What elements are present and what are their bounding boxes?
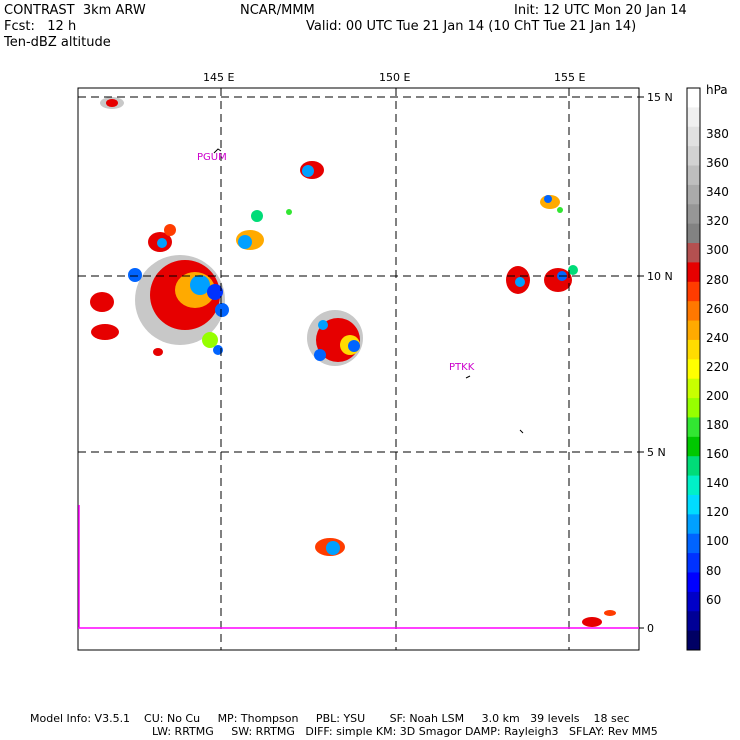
colorbar-swatch [687,262,700,283]
colorbar-label: 260 [706,301,729,316]
colorbar-swatch [687,339,700,360]
right-ticks [639,96,644,629]
colorbar-swatch [687,165,700,186]
colorbar-label: 380 [706,127,729,141]
colorbar-label: 180 [706,418,729,432]
colorbar-label: 340 [706,185,729,200]
colorbar-swatch [687,243,700,263]
colorbar-swatch [687,611,700,632]
colorbar-swatch [687,126,700,147]
colorbar-swatch [687,398,700,418]
colorbar-label: 80 [706,563,722,578]
institution: NCAR/MMM [240,3,315,18]
model-info: Model Info: V3.5.1 CU: No Cu MP: Thompso… [30,712,630,725]
colorbar-swatch [687,475,700,496]
colorbar-swatch [687,378,700,399]
colorbar-swatch [687,553,700,573]
field-name: Ten-dBZ altitude [4,35,111,50]
forecast-hour: Fcst: 12 h [4,19,77,34]
colorbar-label: 100 [706,534,729,549]
island-outline-chuuk [465,375,471,379]
colorbar-swatch [687,146,700,167]
colorbar-swatch [687,223,700,244]
lon-label-145: 145 E [203,71,235,84]
colorbar-frame [686,87,701,651]
colorbar-unit: hPa [706,83,728,97]
lon-label-155: 155 E [554,71,586,84]
colorbar-swatch [687,591,700,612]
colorbar-label: 200 [706,388,729,403]
lat-label-15: 15 N [647,91,673,104]
colorbar-label: 320 [706,214,729,229]
init-time: Init: 12 UTC Mon 20 Jan 14 [514,3,687,18]
colorbar-label: 220 [706,359,729,374]
map-frame [77,87,640,651]
colorbar-swatch [687,320,700,341]
station-ptkk: PTKK [449,362,475,373]
colorbar-swatch [687,456,700,477]
colorbar-label: 240 [706,330,729,345]
colorbar-swatch [687,417,700,438]
colorbar-label: 300 [706,243,729,258]
echo-cells [90,97,616,627]
colorbar-label: 140 [706,476,729,491]
colorbar-swatch [687,88,700,108]
physics-info: LW: RRTMG SW: RRTMG DIFF: simple KM: 3D … [152,725,658,738]
colorbar-label: 60 [706,592,722,607]
colorbar-label: 120 [706,505,729,520]
colorbar-swatch [687,184,700,205]
model-name: CONTRAST 3km ARW [4,3,146,18]
colorbar-swatch [687,107,700,128]
colorbar-swatch [687,359,700,380]
colorbar-label: 280 [706,272,729,287]
graticule [78,88,639,650]
lat-label-0: 0 [647,622,654,635]
valid-time: Valid: 00 UTC Tue 21 Jan 14 (10 ChT Tue … [306,19,637,34]
island-outline-guam [213,148,222,154]
colorbar-swatch [687,572,700,593]
colorbar-label: 360 [706,156,729,171]
colorbar-swatch [687,301,700,322]
colorbar-swatch [687,436,700,457]
colorbar-swatch [687,514,700,535]
island-outline-small [519,429,524,434]
colorbar-swatch [687,533,700,554]
colorbar-swatch [687,630,700,651]
lat-label-10: 10 N [647,270,673,283]
colorbar-swatch [687,281,700,302]
colorbar-swatch [687,204,700,225]
colorbar [687,88,700,651]
colorbar-swatch [687,494,700,515]
station-pgum: PGUM [197,152,227,163]
lat-label-5: 5 N [647,446,666,459]
colorbar-label: 160 [706,447,729,462]
lon-label-150: 150 E [379,71,411,84]
